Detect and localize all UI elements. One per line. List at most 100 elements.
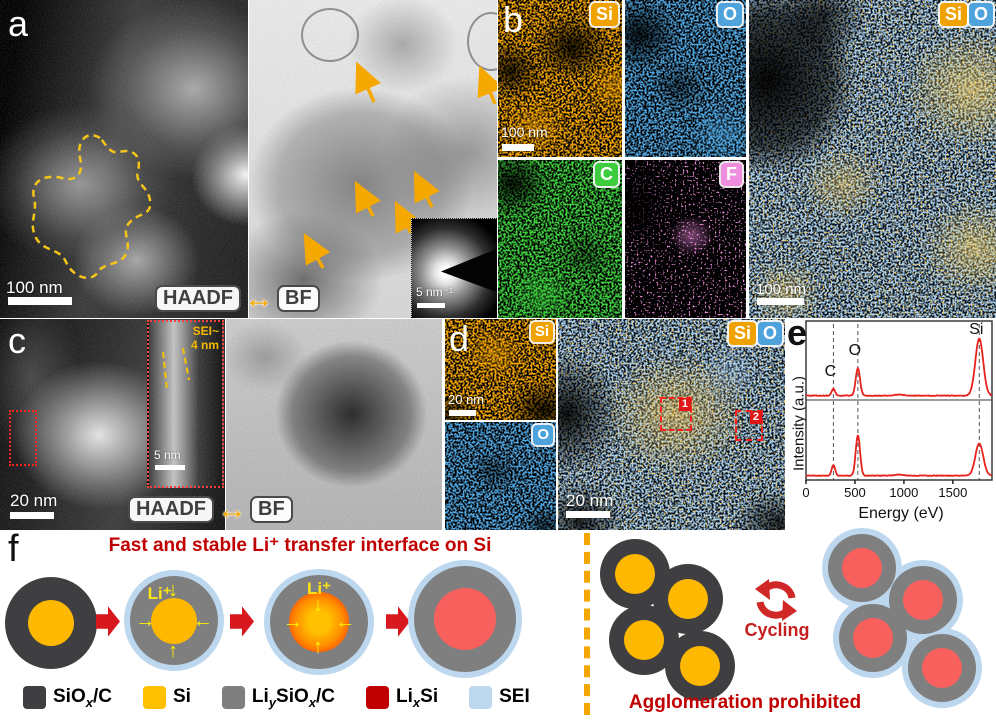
lithiating-si-core (289, 592, 349, 652)
panel-c-scale-bar (10, 512, 54, 519)
si-cores (615, 554, 720, 686)
li-arrow-down-icon: ↓ (168, 579, 178, 602)
li-arrow-right-icon: → (282, 611, 303, 633)
panel-e-spectra: e Intensity (a.u.) 0 500 1000 1500 C O Si Ener… (786, 319, 996, 530)
f-map-shading (625, 160, 746, 318)
diffraction-inset: 5 nm⁻¹ (411, 218, 497, 318)
svg-text:C: C (825, 363, 837, 380)
panel-c-scale-text: 20 nm (10, 491, 58, 510)
legend-item-si: Si (142, 686, 191, 710)
svg-text:500: 500 (844, 485, 866, 500)
o-badge: O (717, 3, 742, 26)
panel-b-map-f: F (625, 160, 746, 318)
legend-item-sei: SEI (469, 686, 530, 710)
combined-scale-text: 100 nm (756, 281, 807, 298)
haadf-label: HAADF (155, 285, 241, 312)
panel-d-label: d (449, 319, 470, 359)
bubble-outline (301, 8, 359, 62)
cycling-arrows-icon (755, 579, 797, 621)
panel-b-map-c: C (498, 160, 622, 318)
combined-map-shading (749, 0, 996, 318)
liysioxc-matrix (828, 534, 976, 702)
spectra-chart: 0 500 1000 1500 CO Si (802, 320, 993, 500)
si-badge: Si (590, 3, 618, 26)
combined-scale-bar (757, 298, 804, 305)
d-si-scale-text: 20 nm (448, 392, 485, 407)
panel-c-label: c (8, 320, 26, 361)
sei-inset-grain (149, 322, 222, 486)
panel-c-mode-labels: HAADF ↔ BF (128, 492, 293, 526)
lixsi-cores (842, 548, 962, 688)
panel-d-map-si: d Si 20 nm (445, 319, 556, 420)
c-badge: C (595, 163, 618, 186)
double-arrow-icon: ↔ (217, 492, 247, 526)
particle-pristine (5, 577, 97, 669)
sei-inset: SEI~ 4 nm 5 nm (147, 320, 224, 488)
panel-a-scale-bar (8, 297, 72, 305)
bf-grain-texture (226, 319, 442, 530)
o-map-shading (625, 0, 746, 157)
panel-a-label: a (8, 3, 29, 44)
step-arrow-icon (386, 606, 410, 637)
si-swatch (142, 686, 166, 710)
panel-b-map-si: b Si 100 nm (498, 0, 622, 157)
d-combined-shading (558, 319, 785, 530)
panel-a-scale-text: 100 nm (6, 278, 63, 297)
lixsi-swatch (366, 686, 390, 710)
combined-si-badge: Si (939, 3, 967, 26)
lixsi-core (434, 588, 496, 650)
sei-label-line1: SEI~ (192, 324, 219, 338)
f-badge: F (721, 163, 742, 186)
legend-item-liysioxc: LiySiOx/C (221, 686, 335, 710)
d-combined-scale-text: 20 nm (566, 491, 614, 510)
legend: SiOx/C Si LiySiOx/C LixSi SEI (23, 686, 530, 710)
sei-dashed-lines (162, 347, 190, 391)
step-arrow-icon (230, 606, 254, 637)
li-arrow-up-icon: ↑ (313, 635, 323, 658)
li-ion-label: Li⁺ (147, 584, 172, 603)
d-o-badge: O (533, 425, 553, 445)
roi-box-2: 2 (735, 410, 763, 441)
svg-text:O: O (849, 342, 861, 359)
particle-lithiating: Li⁺ ↓ ↑ → ← (124, 570, 224, 671)
roi-box-1: 1 (660, 397, 692, 431)
svg-text:1000: 1000 (889, 485, 918, 500)
d-combined-o-badge: O (757, 322, 782, 345)
panel-b-label: b (503, 0, 524, 40)
panel-b-scale-bar (502, 144, 534, 151)
sei-swatch (469, 686, 493, 710)
particle-outline-dashed (31, 133, 152, 280)
legend-item-sioxc: SiOx/C (23, 686, 112, 710)
panel-a-haadf-image: a 100 nm (0, 0, 248, 318)
li-arrow-left-icon: ← (335, 611, 356, 633)
si-map-shading (498, 0, 622, 157)
combined-o-badge: O (968, 3, 993, 26)
d-combined-scale-bar (566, 511, 610, 518)
particle-fully-lithiated (408, 560, 522, 678)
panel-c-bf-image (226, 319, 442, 530)
panel-d-map-o: O (445, 422, 556, 530)
panel-a-mode-labels: HAADF ↔ BF (155, 283, 320, 313)
inset-scale-bar (417, 303, 445, 308)
sei-inset-scale-text: 5 nm (154, 448, 181, 462)
cycling-label: Cycling (744, 620, 810, 640)
panel-b-map-o: O (625, 0, 746, 157)
particle-lithiated: Li⁺ ↓ ↑ → ← (264, 569, 374, 675)
roi-1-tag: 1 (678, 398, 691, 411)
pore-arrows (303, 61, 497, 269)
sei-label-line2: 4 nm (190, 338, 219, 353)
haadf-grain-texture (0, 0, 248, 318)
li-arrow-up-icon: ↑ (168, 639, 178, 662)
panel-d-combined-map: Si O 1 2 20 nm (558, 319, 785, 530)
panel-a-bf-image: 5 nm⁻¹ (249, 0, 497, 318)
si-core (28, 600, 74, 646)
sioxc-swatch (23, 686, 46, 710)
liysioxc-shell (414, 566, 516, 672)
panel-b-combined-map: Si O 100 nm (749, 0, 996, 318)
panel-f-title: Fast and stable Li⁺ transfer interface o… (108, 535, 492, 556)
liysioxc-shell: Li⁺ ↓ ↑ → ← (270, 575, 368, 669)
c-map-shading (498, 160, 622, 318)
x-axis-label: Energy (eV) (858, 505, 944, 522)
liysioxc-swatch (221, 686, 245, 710)
